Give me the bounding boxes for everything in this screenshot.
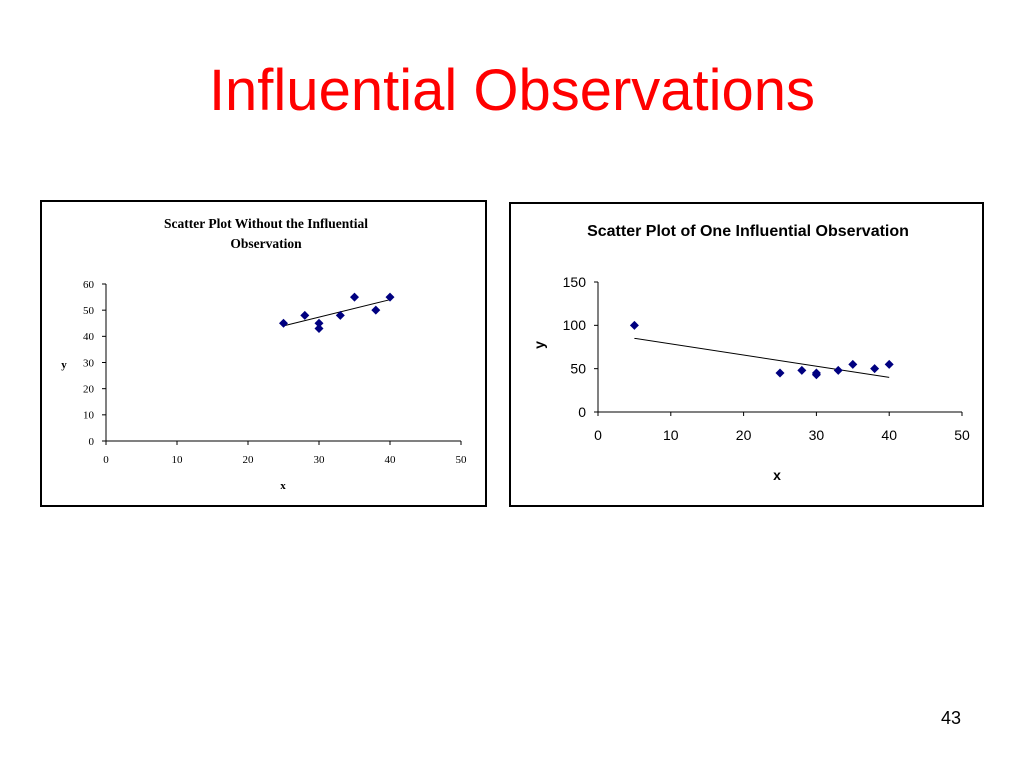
x-tick-label: 50	[954, 427, 970, 443]
data-point	[385, 292, 395, 302]
data-point	[335, 310, 345, 320]
chart-title-line: Observation	[230, 236, 302, 251]
data-point	[884, 359, 894, 369]
x-tick-label: 20	[243, 454, 255, 466]
y-tick-label: 100	[563, 317, 587, 333]
x-axis-label: x	[773, 467, 781, 483]
data-point	[279, 318, 288, 328]
y-tick-label: 10	[83, 410, 95, 422]
chart-title-line: Scatter Plot of One Influential Observat…	[587, 223, 909, 240]
y-tick-label: 0	[578, 404, 586, 420]
chart-left-svg: Scatter Plot Without the Influential Obse…	[61, 216, 468, 492]
y-tick-label: 60	[83, 279, 95, 291]
y-axis-label: y	[531, 341, 547, 349]
x-tick-label: 10	[663, 427, 679, 443]
x-tick-label: 30	[809, 427, 825, 443]
x-tick-label: 50	[456, 454, 468, 466]
data-point	[775, 368, 785, 378]
data-point	[314, 318, 324, 328]
y-tick-label: 30	[83, 357, 95, 369]
x-tick-label: 0	[103, 454, 109, 466]
page-number: 43	[940, 708, 961, 728]
y-axis-label: y	[61, 359, 67, 371]
data-point	[870, 364, 880, 374]
x-tick-label: 40	[881, 427, 897, 443]
data-point	[371, 305, 381, 315]
y-tick-label: 0	[89, 436, 95, 448]
x-tick-label: 10	[172, 454, 184, 466]
data-point	[811, 370, 821, 380]
x-axis-label: x	[280, 480, 286, 492]
data-point	[350, 292, 359, 302]
x-tick-label: 40	[385, 454, 397, 466]
y-tick-label: 50	[83, 305, 95, 317]
x-tick-label: 20	[736, 427, 752, 443]
data-point	[300, 310, 310, 320]
y-tick-label: 40	[83, 331, 95, 343]
slide-title: Influential Observations	[208, 58, 816, 123]
chart-right-svg: Scatter Plot of One Influential Observat…	[531, 223, 970, 483]
scatter-chart-one-influential: Scatter Plot of One Influential Observat…	[509, 202, 984, 507]
data-point	[848, 359, 858, 369]
trendline	[634, 337, 890, 378]
scatter-chart-without-influential: Scatter Plot Without the Influential Obse…	[40, 200, 487, 507]
y-tick-label: 50	[570, 361, 586, 377]
y-tick-label: 150	[563, 274, 587, 290]
trendline	[283, 299, 391, 327]
data-point	[797, 365, 807, 375]
chart-title-line: Scatter Plot Without the Influential	[164, 216, 368, 231]
data-point	[629, 320, 639, 330]
x-tick-label: 0	[594, 427, 602, 443]
data-point	[833, 365, 843, 375]
data-point	[314, 323, 324, 333]
x-tick-label: 30	[314, 454, 326, 466]
y-tick-label: 20	[83, 384, 95, 396]
